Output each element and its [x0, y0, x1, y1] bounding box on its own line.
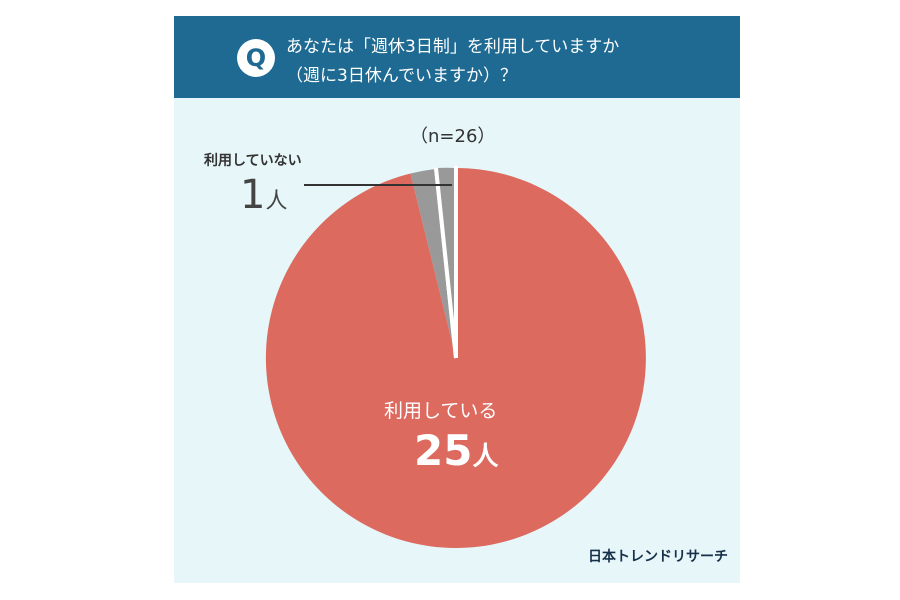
question-header: Q あなたは「週休3日制」を利用していますか （週に3日休んでいますか）？ [174, 16, 740, 98]
pie-chart [265, 166, 646, 548]
question-line-2: （週に3日休んでいますか）？ [286, 66, 517, 86]
using-unit: 人 [472, 442, 499, 472]
using-label: 利用している [384, 400, 498, 422]
not-using-unit: 人 [265, 189, 288, 214]
not-using-count: 1人 [240, 172, 287, 218]
chart-panel: Q あなたは「週休3日制」を利用していますか （週に3日休んでいますか）？ （n… [174, 16, 740, 583]
using-number: 25 [414, 426, 473, 475]
brand-logo: 日本トレンドリサーチ [588, 549, 728, 565]
question-line-1: あなたは「週休3日制」を利用していますか [286, 37, 620, 57]
not-using-number: 1 [240, 172, 266, 218]
q-badge-icon: Q [237, 39, 275, 77]
using-count: 25人 [414, 426, 498, 475]
sample-size-label: （n=26） [410, 126, 496, 147]
not-using-label: 利用していない [204, 153, 302, 169]
